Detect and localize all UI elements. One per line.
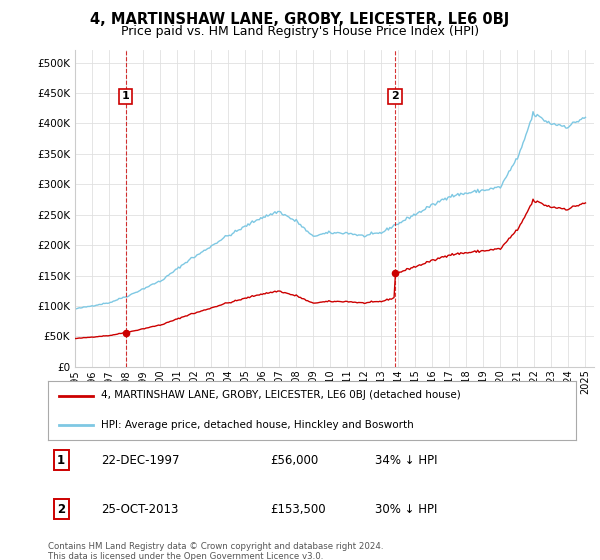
Text: Price paid vs. HM Land Registry's House Price Index (HPI): Price paid vs. HM Land Registry's House …: [121, 25, 479, 38]
Text: 1: 1: [57, 454, 65, 466]
Text: £153,500: £153,500: [270, 502, 325, 516]
Text: 22-DEC-1997: 22-DEC-1997: [101, 454, 179, 466]
Text: Contains HM Land Registry data © Crown copyright and database right 2024.
This d: Contains HM Land Registry data © Crown c…: [48, 542, 383, 560]
Text: 25-OCT-2013: 25-OCT-2013: [101, 502, 178, 516]
Text: 1: 1: [122, 91, 130, 101]
Text: HPI: Average price, detached house, Hinckley and Bosworth: HPI: Average price, detached house, Hinc…: [101, 420, 413, 430]
Text: £56,000: £56,000: [270, 454, 318, 466]
Text: 2: 2: [391, 91, 399, 101]
Text: 4, MARTINSHAW LANE, GROBY, LEICESTER, LE6 0BJ (detached house): 4, MARTINSHAW LANE, GROBY, LEICESTER, LE…: [101, 390, 461, 400]
Text: 34% ↓ HPI: 34% ↓ HPI: [376, 454, 438, 466]
Point: [390, 269, 400, 278]
Text: 4, MARTINSHAW LANE, GROBY, LEICESTER, LE6 0BJ: 4, MARTINSHAW LANE, GROBY, LEICESTER, LE…: [91, 12, 509, 27]
Point: [121, 328, 130, 337]
Text: 2: 2: [57, 502, 65, 516]
Text: 30% ↓ HPI: 30% ↓ HPI: [376, 502, 438, 516]
